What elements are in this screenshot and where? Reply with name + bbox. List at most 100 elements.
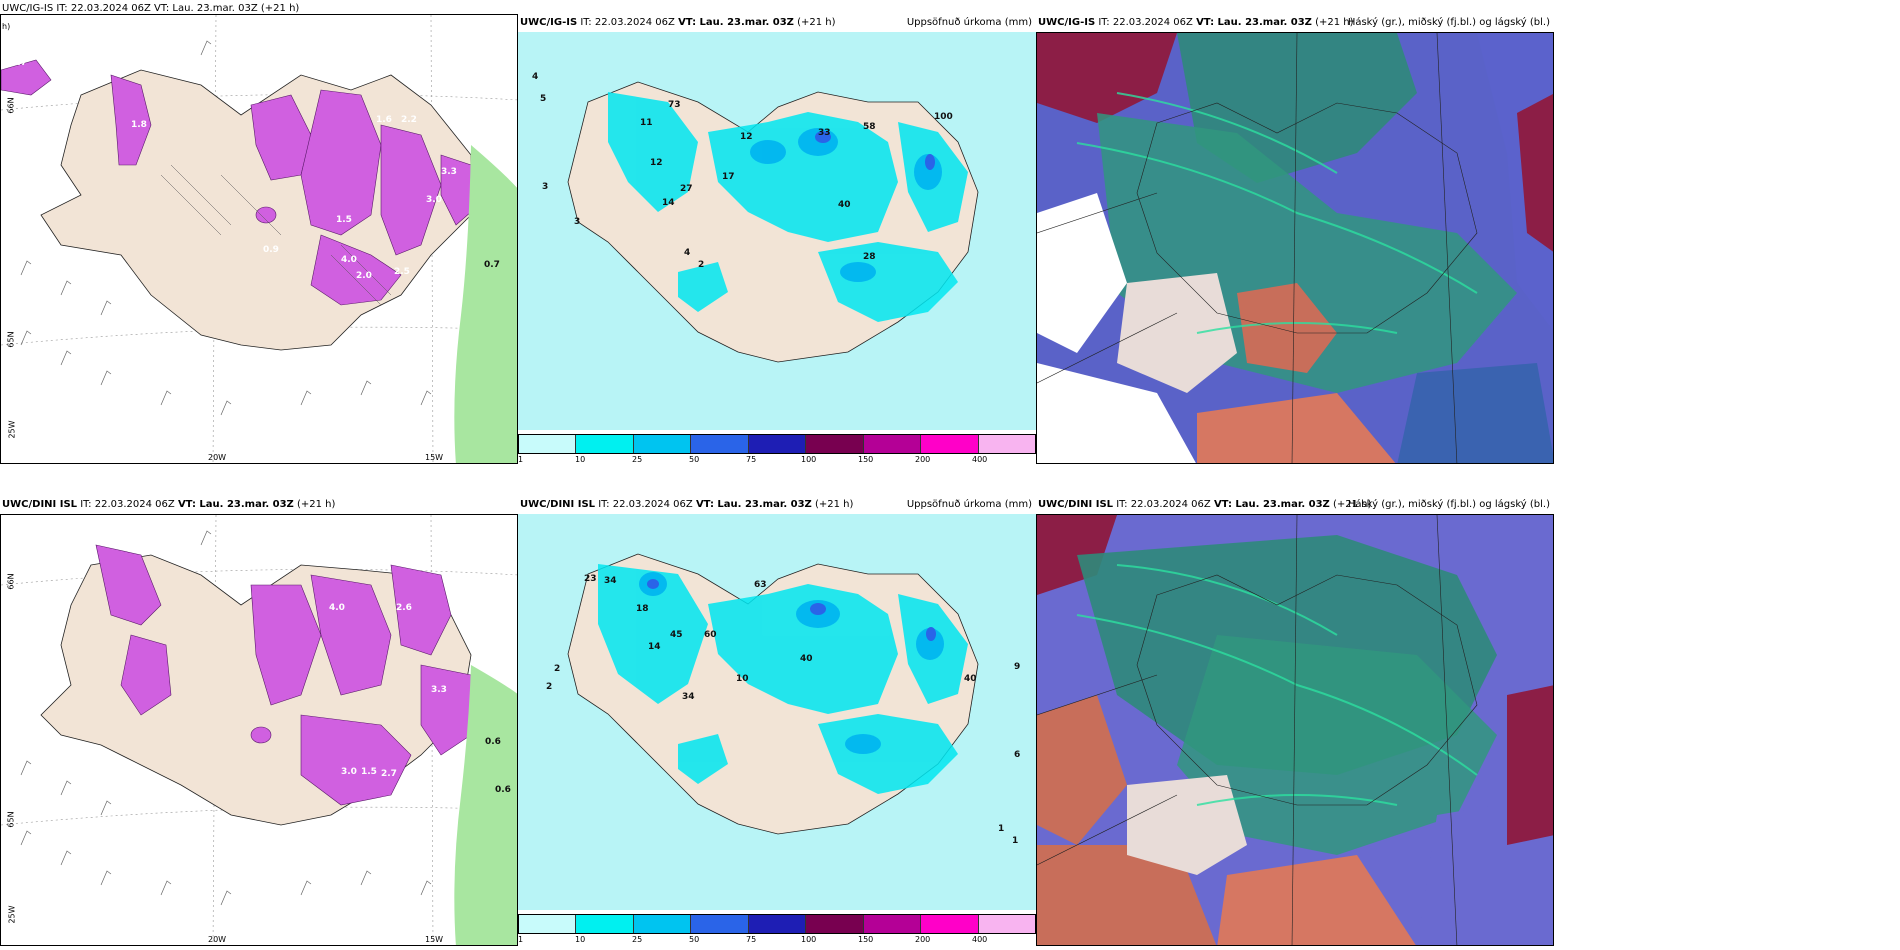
legend-swatch [691,915,749,933]
precip-value-label: 63 [754,580,767,590]
legend-ticks: 1 10 25 50 75 100 150 200 400 [518,455,1036,469]
legend-tick: 50 [689,455,700,464]
lat-label: 25W [7,905,17,924]
lat-label: 25W [7,420,17,439]
snow-value-label: 2.6 [396,603,412,613]
model-name: UWC/DINI ISL [1038,499,1114,510]
precip-value-label: 45 [670,630,683,640]
snow-wind-map [1,15,517,463]
precip-value-label: 9 [1014,662,1021,672]
legend-swatch [978,435,1035,453]
snow-value-label: 3.3 [431,685,447,695]
legend-swatch [748,435,807,453]
precip-value-label: 14 [662,198,675,208]
legend-tick: 75 [746,455,757,464]
legend-tick: 100 [801,455,817,464]
lat-label: 65N [6,811,16,828]
valid-time: VT: Lau. 23.mar. 03Z [1213,499,1330,510]
precip-legend: 1 10 25 50 75 100 150 200 400 [518,434,1036,470]
snow-value-label: 2.0 [356,271,372,281]
precip-value-label: 11 [640,118,653,128]
lat-label: 65N [6,331,16,348]
precip-value-label: 3 [542,182,549,192]
legend-tick: 100 [801,935,817,944]
top-right-map[interactable] [1036,32,1554,464]
bottom-center-header: UWC/DINI ISL IT: 22.03.2024 06Z VT: Lau.… [518,496,1036,514]
legend-swatch [921,435,979,453]
legend-tick: 150 [858,935,874,944]
lead-time: (+21 h) [814,499,854,510]
bottom-right-header: UWC/DINI ISL IT: 22.03.2024 06Z VT: Lau.… [1036,496,1554,514]
precip-map [518,32,1036,430]
top-center-map[interactable]: 4 5 11 12 3 3 4 2 14 17 27 73 12 40 33 1… [518,32,1036,430]
top-left-map[interactable]: 0.7 1.8 2.2 1.6 4.0 2.0 2.5 3.0 3.3 0.7 … [0,14,518,464]
panel-title: Uppsöfnuð úrkoma (mm) [906,17,1032,28]
lon-label: 15W [425,453,444,462]
panel-title: Háský (gr.), miðský (fj.bl.) og lágský (… [1347,17,1550,28]
legend-swatch [863,915,922,933]
cloud-map [1037,515,1553,945]
lon-label: 20W [208,935,227,944]
bottom-center-map[interactable]: 23 34 18 14 45 60 2 2 10 34 40 63 9 6 1 … [518,514,1036,910]
legend-ticks: 1 10 25 50 75 100 150 200 400 [518,935,1036,949]
top-center-panel: UWC/IG-IS IT: 22.03.2024 06Z VT: Lau. 23… [518,0,1036,470]
precip-value-label: 33 [818,128,831,138]
precip-value-label: 34 [604,576,617,586]
precip-value-label: 5 [540,94,547,104]
snow-value-label: 2.2 [401,115,417,125]
legend-tick: 150 [858,455,874,464]
legend-swatch [691,435,749,453]
legend-tick: 10 [575,455,586,464]
legend-tick: 1 [518,455,524,464]
legend-swatch [806,435,864,453]
snow-value-label: 0.7 [11,58,27,68]
legend-swatch [576,435,634,453]
precip-value-label: 100 [934,112,953,122]
snow-value-label: 3.3 [441,167,457,177]
lead-time: (+21 h) [1315,17,1354,28]
legend-swatch [921,915,979,933]
legend-tick: 25 [632,455,643,464]
init-time: IT: 22.03.2024 06Z [580,17,675,28]
precip-value-label: 60 [704,630,717,640]
snow-value-label: 1.5 [336,215,352,225]
top-right-header: UWC/IG-IS IT: 22.03.2024 06Z VT: Lau. 23… [1036,14,1554,32]
lead-time: (+21 h) [797,17,836,28]
precip-value-label: 4 [684,248,691,258]
model-name: UWC/DINI ISL [2,499,78,510]
precip-value-label: 27 [680,184,693,194]
legend-tick: 50 [689,935,700,944]
precip-legend: 1 10 25 50 75 100 150 200 400 [518,914,1036,950]
panel-title: Háský (gr.), miðský (fj.bl.) og lágský (… [1347,499,1550,510]
precip-value-label: 1 [1012,836,1019,846]
legend-swatch [806,915,864,933]
legend-tick: 10 [575,935,586,944]
valid-time: VT: Lau. 23.mar. 03Z [177,499,294,510]
snow-value-label: 1.6 [376,115,392,125]
snow-wind-map [1,515,517,945]
precip-value-label: 18 [636,604,649,614]
bottom-right-map[interactable] [1036,514,1554,946]
precip-value-label: 2 [554,664,561,674]
legend-swatch [633,915,692,933]
precip-value-label: 28 [863,252,876,262]
top-left-header: UWC/IG-IS IT: 22.03.2024 06Z VT: Lau. 23… [0,0,518,18]
precip-value-label: 4 [532,72,539,82]
snow-value-label: 0.9 [263,245,279,255]
header-text: UWC/IG-IS IT: 22.03.2024 06Z VT: Lau. 23… [2,3,300,14]
precip-value-label: 2 [698,260,705,270]
snow-value-label: 4.0 [329,603,345,613]
snow-value-label: 0.6 [485,737,501,747]
bottom-center-panel: UWC/DINI ISL IT: 22.03.2024 06Z VT: Lau.… [518,490,1036,950]
legend-tick: 25 [632,935,643,944]
lat-label: 66N [6,573,16,590]
header-fragment: h) [2,22,11,31]
legend-swatch [863,435,922,453]
precip-value-label: 40 [838,200,851,210]
bottom-left-map[interactable]: 0.6 0.6 3.0 1.5 2.7 3.3 4.0 2.6 20W 15W … [0,514,518,946]
init-time: IT: 22.03.2024 06Z [80,499,175,510]
lead-time: (+21 h) [296,499,336,510]
precip-value-label: 40 [964,674,977,684]
cloud-map [1037,33,1553,463]
legend-tick: 200 [915,935,931,944]
